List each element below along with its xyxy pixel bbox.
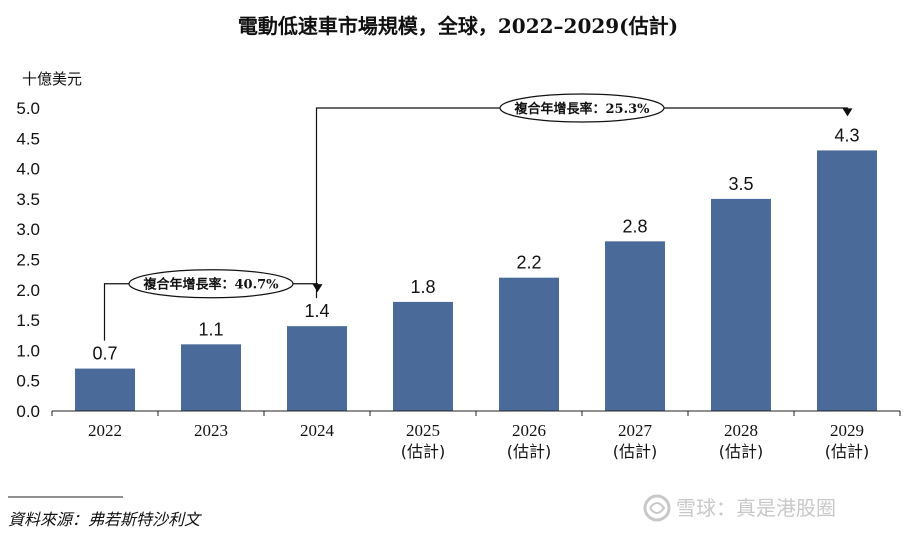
bar-series xyxy=(75,150,877,412)
x-tick-sublabel: (估計) xyxy=(401,442,446,461)
y-tick-label: 4.0 xyxy=(16,160,40,179)
callout-text: 複合年增長率：25.3% xyxy=(513,101,650,117)
arrow-down-icon xyxy=(842,108,853,117)
bar xyxy=(711,198,771,411)
snowball-logo-icon xyxy=(643,494,671,522)
x-tick-label: 2022 xyxy=(88,421,122,440)
y-tick-label: 2.0 xyxy=(16,281,40,300)
x-tick-label: 2024 xyxy=(300,421,335,440)
x-tick-label: 2023 xyxy=(194,421,228,440)
bar xyxy=(181,344,241,411)
x-tick-sublabel: (估計) xyxy=(613,442,658,461)
y-axis-ticks: 0.0 0.5 1.0 1.5 2.0 2.5 3.0 3.5 4.0 4.5 5.0 xyxy=(16,99,40,421)
x-tick-sublabel: (估計) xyxy=(719,442,764,461)
data-label: 1.8 xyxy=(410,277,435,297)
y-tick-label: 1.5 xyxy=(16,311,40,330)
x-tick-label: 2027 xyxy=(618,421,653,440)
arrow-down-icon xyxy=(312,284,323,293)
bar xyxy=(393,301,453,411)
x-tick-label: 2026 xyxy=(512,421,546,440)
x-tick-label: 2029 xyxy=(830,421,864,440)
source-note: 資料來源：弗若斯特沙利文 xyxy=(8,510,202,529)
y-tick-label: 0.0 xyxy=(16,402,40,421)
bar xyxy=(287,326,347,411)
x-tick-label: 2025 xyxy=(406,421,440,440)
x-tick-label: 2028 xyxy=(724,421,758,440)
callout-bubble xyxy=(128,269,294,299)
data-label: 2.8 xyxy=(622,216,647,236)
y-tick-label: 5.0 xyxy=(16,99,40,118)
data-label: 2.2 xyxy=(516,253,541,273)
bar xyxy=(499,277,559,411)
cagr-annotation-2022-2024: 複合年增長率：40.7% xyxy=(103,269,323,341)
x-axis-ticks: 2022 2023 2024 2025 (估計) 2026 (估計) 2027 (估計) 2028… xyxy=(51,411,901,461)
data-label: 1.4 xyxy=(304,301,329,321)
bar xyxy=(605,241,665,411)
cagr-annotations: 複合年增長率：40.7% 複合年增長率：25.3% xyxy=(103,93,853,341)
y-tick-label: 4.5 xyxy=(16,129,40,148)
y-tick-label: 0.5 xyxy=(16,372,40,391)
x-tick-sublabel: (估計) xyxy=(507,442,552,461)
callout-bubble xyxy=(499,93,665,123)
watermark-text: 雪球：真是港股圈 xyxy=(676,496,836,520)
data-label: 4.3 xyxy=(834,125,859,145)
chart-title: 電動低速車市場規模，全球，2022–2029(估計) xyxy=(238,14,678,38)
y-axis-unit-label: 十億美元 xyxy=(22,70,82,88)
y-tick-label: 3.5 xyxy=(16,190,40,209)
callout-text: 複合年增長率：40.7% xyxy=(142,277,279,293)
x-tick-sublabel: (估計) xyxy=(825,442,870,461)
data-label: 3.5 xyxy=(728,174,753,194)
bar xyxy=(817,150,877,412)
data-label: 0.7 xyxy=(92,344,117,364)
data-label: 1.1 xyxy=(198,319,223,339)
y-tick-label: 3.0 xyxy=(16,220,40,239)
y-tick-label: 1.0 xyxy=(16,341,40,360)
cagr-annotation-2024-2029: 複合年增長率：25.3% xyxy=(315,93,853,299)
data-labels: 0.7 1.1 1.4 1.8 2.2 2.8 3.5 4.3 xyxy=(92,125,859,363)
bar xyxy=(75,368,135,411)
y-tick-label: 2.5 xyxy=(16,251,40,270)
watermark: 雪球：真是港股圈 xyxy=(643,494,836,522)
